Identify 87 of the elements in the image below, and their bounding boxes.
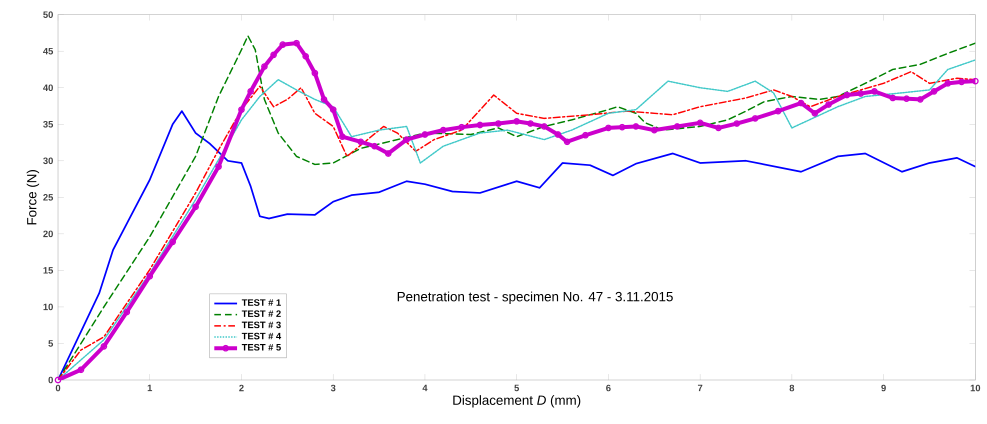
point [554,131,562,138]
y-tick-label: 15 [44,267,54,274]
point [215,163,222,170]
point [696,119,704,126]
point [476,122,484,128]
legend-label: TEST # 5 [242,344,281,351]
point [527,120,534,127]
point [494,120,502,127]
point [247,88,254,95]
point [605,124,612,132]
point [54,376,62,384]
x-axis-title: Displacement D (mm) [453,395,580,408]
legend-label: TEST # 3 [242,322,281,328]
point [715,124,722,132]
point [774,108,782,114]
point [916,96,924,103]
y-tick-label: 35 [43,120,54,128]
point [513,118,520,125]
x-tick-label: 5 [514,384,520,392]
point [618,124,626,131]
point [798,100,804,106]
point [123,308,130,316]
y-tick-label: 0 [48,376,53,384]
x-tick-label: 7 [698,384,702,392]
point [169,238,176,246]
legend-label: TEST # 2 [242,310,281,317]
point [972,78,979,84]
point [238,106,245,113]
y-tick-label: 25 [43,194,54,201]
x-tick-label: 3 [330,384,336,392]
y-tick-label: 20 [43,230,53,238]
point [320,96,328,103]
point [100,343,108,350]
point [330,106,337,113]
point [270,52,277,58]
point [903,95,910,102]
point [632,123,640,130]
y-tick-label: 40 [43,84,53,92]
annotation: Penetration test - specimen No. 47 - 3.11.2015 [398,292,673,304]
point [384,150,392,157]
point [540,123,548,130]
x-tick-label: 4 [422,384,428,392]
x-tick-label: 6 [606,384,611,392]
point [889,94,896,102]
point [733,120,740,127]
x-tick-label: 1 [148,384,152,392]
point [293,40,300,46]
point [871,88,878,95]
point [261,63,268,70]
point [825,101,832,108]
point [422,131,428,138]
point [357,138,364,146]
point [650,126,658,134]
point [752,115,759,122]
point [674,123,681,130]
point [857,90,864,97]
point [78,366,84,374]
x-tick-label: 9 [881,384,886,392]
y-tick-label: 45 [43,48,54,54]
point [582,132,589,139]
y-tick-label: 30 [43,157,53,164]
y-axis-title: Force (N) [26,170,40,224]
point [339,133,346,140]
legend-label: TEST # 4 [242,332,282,340]
x-tick-label: 2 [239,384,244,392]
point [958,78,965,86]
point [146,272,154,280]
point [844,92,850,98]
x-tick-label: 8 [790,384,794,392]
y-tick-label: 5 [48,340,54,347]
point [930,88,938,95]
point [458,124,465,131]
point [440,126,447,134]
x-tick-label: 10 [970,384,980,392]
point [811,110,818,117]
point [302,52,310,60]
point [312,70,318,76]
y-tick-label: 50 [43,11,53,18]
point [279,41,286,48]
point [403,136,410,143]
point [564,138,570,146]
point [371,142,378,150]
y-tick-label: 10 [44,304,53,310]
x-tick-label: 0 [56,384,60,392]
point [192,203,199,210]
point [944,80,952,87]
legend-label: TEST # 1 [242,299,281,306]
